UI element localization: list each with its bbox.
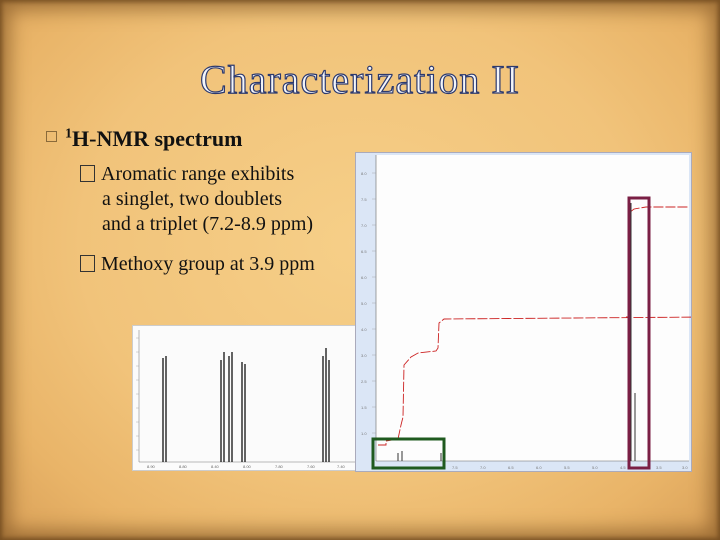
svg-text:1.0: 1.0: [361, 431, 367, 436]
subbullet-line: a singlet, two doublets: [102, 188, 282, 210]
nmr-full-plot: 8.07.57.06.5 6.05.04.03.0 2.51.51.0 8.5 8…: [361, 155, 707, 470]
svg-text:7.60: 7.60: [307, 464, 316, 469]
svg-text:8.80: 8.80: [179, 464, 188, 469]
svg-text:6.0: 6.0: [536, 465, 542, 470]
svg-text:8.90: 8.90: [147, 464, 156, 469]
slide-title: Characterization II: [199, 56, 520, 102]
svg-text:7.40: 7.40: [337, 464, 346, 469]
svg-text:8.40: 8.40: [211, 464, 220, 469]
checkbox-bullet-icon: [80, 254, 95, 272]
svg-text:3.0: 3.0: [682, 465, 688, 470]
svg-text:3.0: 3.0: [361, 353, 367, 358]
svg-text:3.5: 3.5: [656, 465, 662, 470]
subbullet-line: Aromatic range exhibits: [101, 163, 295, 185]
svg-text:5.0: 5.0: [592, 465, 598, 470]
methoxy-highlight-box: [627, 196, 651, 470]
nmr-spectrum-full-image: 8.0 7.5 7.0 6.5 6.0 5.0 4.0 3.0 2.5 1.5 1.0 8.5 8…: [355, 152, 707, 472]
subbullet-methoxy: Methoxy group at 3.9 ppm: [80, 252, 315, 277]
svg-text:4.5: 4.5: [620, 465, 626, 470]
nmr-spectrum-zoom-image: 8.90 8.80 8.40 8.00 7.80 7.60 7.40: [132, 325, 360, 471]
svg-text:8.0: 8.0: [361, 171, 367, 176]
subbullet-line: and a triplet (7.2-8.9 ppm): [102, 213, 314, 235]
nmr-zoom-plot: 8.90 8.80 8.40 8.00 7.80 7.60 7.40: [136, 330, 357, 469]
svg-text:2.5: 2.5: [361, 379, 367, 384]
svg-text:6.5: 6.5: [508, 465, 514, 470]
svg-text:7.0: 7.0: [361, 223, 367, 228]
bullet-text: H-NMR spectrum: [72, 126, 243, 151]
svg-text:5.5: 5.5: [564, 465, 570, 470]
checkbox-bullet-icon: [80, 164, 95, 182]
svg-text:7.80: 7.80: [275, 464, 284, 469]
svg-text:1.5: 1.5: [361, 405, 367, 410]
svg-text:6.5: 6.5: [361, 249, 367, 254]
bullet-nmr-spectrum: 1H-NMR spectrum: [46, 126, 242, 152]
svg-text:5.0: 5.0: [361, 301, 367, 306]
svg-text:7.0: 7.0: [480, 465, 486, 470]
subbullet-line: Methoxy group at 3.9 ppm: [101, 253, 315, 275]
aromatic-highlight-box: [371, 437, 446, 470]
superscript-one: 1: [65, 126, 72, 142]
bullet-box-icon: [46, 131, 57, 143]
integral-curve: [378, 316, 707, 446]
svg-text:7.5: 7.5: [452, 465, 458, 470]
svg-text:4.0: 4.0: [361, 327, 367, 332]
svg-text:8.00: 8.00: [243, 464, 252, 469]
svg-text:6.0: 6.0: [361, 275, 367, 280]
subbullet-aromatic: Aromatic range exhibits a singlet, two d…: [80, 162, 313, 237]
svg-text:7.5: 7.5: [361, 197, 367, 202]
